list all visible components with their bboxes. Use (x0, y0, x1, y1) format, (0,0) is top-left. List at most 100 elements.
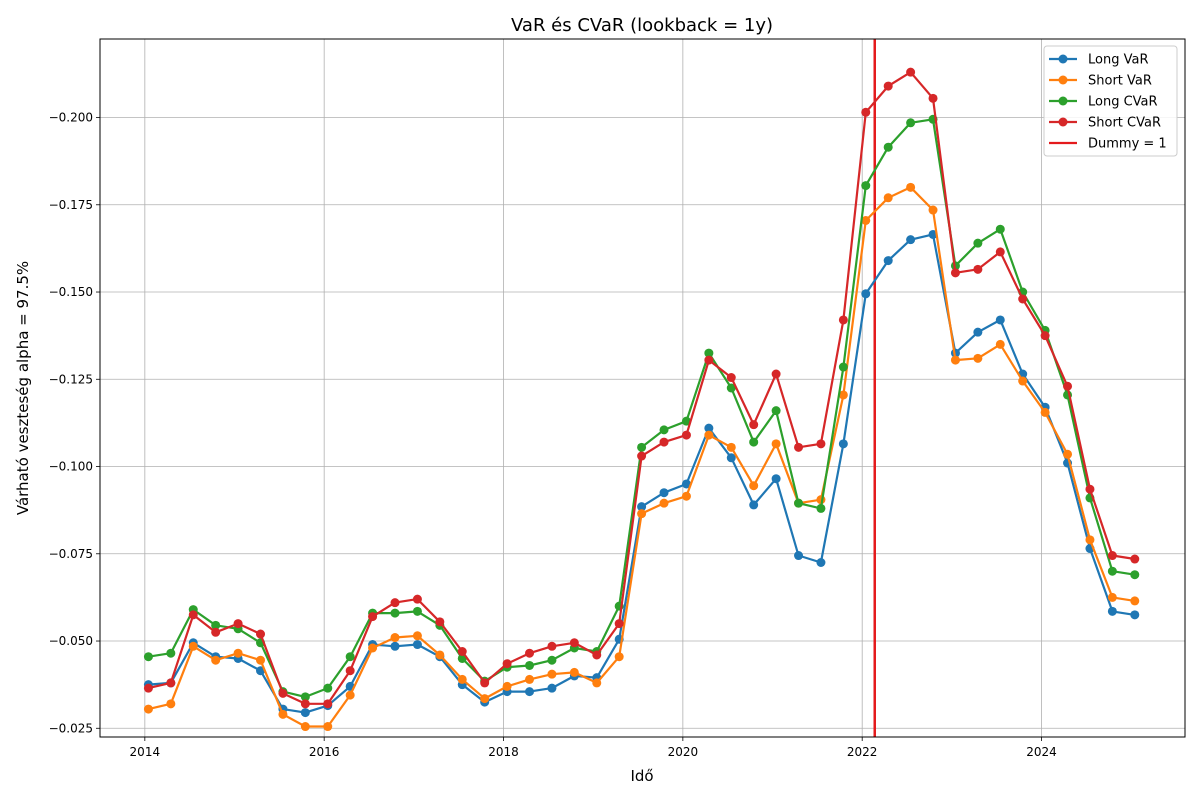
y-tick-label: −0.050 (49, 634, 93, 648)
data-point (1018, 376, 1028, 386)
data-point (973, 353, 983, 363)
data-point (480, 694, 490, 704)
data-point (211, 655, 221, 665)
data-point (390, 598, 400, 608)
data-point (525, 660, 535, 670)
data-point (928, 205, 938, 215)
data-point (749, 437, 759, 447)
data-point (816, 503, 826, 513)
data-point (547, 641, 557, 651)
y-tick-label: −0.075 (49, 547, 93, 561)
data-point (704, 355, 714, 365)
data-point (614, 652, 624, 662)
data-point (995, 315, 1005, 325)
data-point (749, 481, 759, 491)
legend: Long VaR Short VaR Long CVaR Short CVaR Dumm… (1043, 45, 1178, 157)
data-point (749, 420, 759, 430)
data-point (861, 181, 871, 191)
data-point (861, 289, 871, 299)
series-short-cvar (143, 67, 1140, 709)
data-point (256, 655, 266, 665)
legend-label: Long CVaR (1088, 95, 1158, 110)
data-point (771, 369, 781, 379)
data-point (547, 669, 557, 679)
data-point (345, 666, 355, 676)
y-tick-label: −0.025 (49, 721, 93, 735)
data-point (1130, 554, 1140, 564)
data-point (704, 348, 714, 358)
legend-marker (1058, 96, 1068, 106)
data-point (592, 650, 602, 660)
legend-entry-long-var: Long VaR (1049, 53, 1148, 68)
data-point (278, 688, 288, 698)
data-point (973, 327, 983, 337)
data-point (704, 423, 714, 433)
data-point (502, 681, 512, 691)
y-tick-label: −0.200 (49, 111, 93, 125)
data-point (883, 193, 893, 203)
data-point (637, 502, 647, 512)
data-point (861, 215, 871, 225)
chart-title: VaR és CVaR (lookback = 1y) (511, 15, 773, 36)
data-point (838, 390, 848, 400)
data-point (525, 674, 535, 684)
data-point (883, 81, 893, 91)
data-point (838, 439, 848, 449)
data-point (681, 479, 691, 489)
data-point (300, 708, 310, 718)
data-point (300, 699, 310, 709)
data-point (525, 648, 535, 658)
data-point (1018, 294, 1028, 304)
data-point (256, 629, 266, 639)
data-point (838, 362, 848, 372)
x-tick-label: 2014 (130, 745, 161, 759)
data-point (525, 687, 535, 697)
data-point (300, 722, 310, 732)
series-line (148, 71, 1135, 705)
data-point (771, 406, 781, 416)
data-point (838, 315, 848, 325)
data-point (1040, 407, 1050, 417)
data-point (323, 699, 333, 709)
legend-entry-dummy-1: Dummy = 1 (1049, 137, 1167, 152)
data-point (973, 238, 983, 248)
data-point (1130, 610, 1140, 620)
data-point (794, 498, 804, 508)
data-point (659, 425, 669, 435)
data-point (166, 648, 176, 658)
legend-marker (1058, 75, 1068, 85)
data-point (1040, 331, 1050, 341)
data-point (726, 453, 736, 463)
data-point (1085, 484, 1095, 494)
data-point (569, 667, 579, 677)
data-point (345, 652, 355, 662)
data-point (637, 451, 647, 461)
data-point (906, 118, 916, 128)
y-axis: −0.025 −0.050 −0.075 −0.100 −0.125 −0.150 −0.1… (49, 111, 100, 735)
x-axis-title: Idő (630, 767, 653, 785)
data-point (928, 93, 938, 103)
y-tick-label: −0.150 (49, 285, 93, 299)
data-point (726, 442, 736, 452)
data-point (390, 641, 400, 651)
data-point (906, 67, 916, 77)
data-point (1107, 592, 1117, 602)
data-point (906, 235, 916, 245)
data-point (883, 256, 893, 266)
x-tick-label: 2020 (668, 745, 699, 759)
data-point (368, 612, 378, 622)
data-point (368, 643, 378, 653)
plot-frame (99, 38, 1186, 738)
data-point (412, 606, 422, 616)
data-point (681, 430, 691, 440)
legend-marker (1058, 117, 1068, 127)
data-point (906, 182, 916, 192)
legend-entry-short-cvar: Short CVaR (1049, 116, 1161, 131)
y-axis-title: Várható veszteség alpha = 97.5% (14, 261, 32, 515)
data-point (659, 498, 669, 508)
data-point (547, 655, 557, 665)
data-point (659, 488, 669, 498)
x-tick-label: 2016 (309, 745, 340, 759)
data-point (659, 437, 669, 447)
data-point (1085, 535, 1095, 545)
